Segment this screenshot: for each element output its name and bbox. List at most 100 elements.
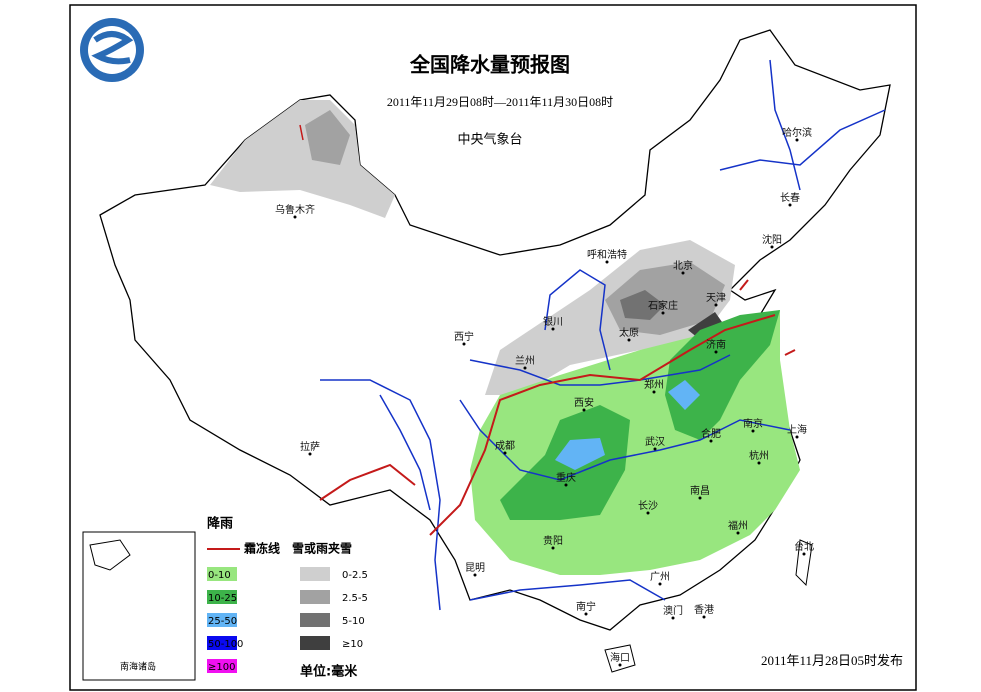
city-label: 长春	[780, 192, 800, 204]
legend-swatch	[207, 567, 237, 581]
city-label: 澳门	[663, 604, 683, 617]
legend-frost-line: 霜冻线	[243, 541, 280, 556]
city-label: 贵阳	[543, 534, 563, 547]
legend-swatch	[207, 590, 237, 604]
legend-swatch	[300, 567, 330, 581]
city-label: 海口	[610, 651, 630, 664]
legend-label: ≥100	[208, 662, 235, 673]
legend-label: 10-25	[208, 593, 237, 604]
legend-swatch	[300, 613, 330, 627]
city-dot	[308, 452, 312, 456]
city-dot	[698, 496, 702, 500]
city-dot	[627, 338, 631, 342]
city-dot	[795, 138, 799, 142]
city-label: 哈尔滨	[782, 126, 812, 139]
legend-swatch	[300, 590, 330, 604]
city-label: 呼和浩特	[587, 249, 627, 261]
city-label: 合肥	[701, 427, 721, 440]
city-dot	[551, 327, 555, 331]
city-dot	[523, 366, 527, 370]
legend-label: ≥10	[342, 639, 363, 650]
legend-swatch	[207, 659, 237, 673]
city-label: 天津	[706, 292, 726, 304]
city-dot	[671, 616, 675, 620]
city-dot	[503, 451, 507, 455]
city-label: 济南	[706, 338, 726, 351]
city-dot	[653, 447, 657, 451]
city-dot	[551, 546, 555, 550]
city-label: 上海	[787, 423, 807, 436]
frame	[69, 4, 917, 691]
city-dot	[605, 260, 609, 264]
city-label: 沈阳	[762, 233, 782, 246]
city-label: 太原	[619, 326, 639, 339]
city-dot	[584, 612, 588, 616]
city-dot	[582, 408, 586, 412]
taiwan	[795, 539, 813, 587]
city-label: 银川	[543, 315, 563, 328]
legend-rain-title: 降雨	[207, 516, 233, 532]
logo	[80, 18, 144, 82]
period: 2011年11月29日08时—2011年11月30日08时	[387, 95, 613, 109]
city-label: 南京	[743, 417, 763, 430]
inset-label: 南海诸岛	[120, 661, 156, 673]
city-label: 武汉	[645, 435, 665, 448]
city-label: 南宁	[576, 600, 596, 613]
issuer: 中央气象台	[457, 132, 522, 148]
city-dot	[788, 203, 792, 207]
legend-swatch	[207, 636, 237, 650]
city-dot	[618, 663, 622, 667]
city-dot	[293, 215, 297, 219]
city-dot	[646, 511, 650, 515]
legend-swatch	[300, 636, 330, 650]
city-label: 重庆	[556, 471, 576, 484]
city-dot	[564, 483, 568, 487]
city-dot	[736, 531, 740, 535]
inset: 南海诸岛	[82, 531, 196, 681]
city-dot	[714, 350, 718, 354]
legend-label: 50-100	[208, 639, 243, 650]
city-label: 台北	[794, 540, 814, 553]
city-label: 乌鲁木齐	[275, 203, 315, 216]
city-label: 长沙	[638, 500, 658, 512]
city-label: 杭州	[749, 449, 769, 462]
city-dot	[802, 552, 806, 556]
city-dot	[681, 271, 685, 275]
legend-swatch	[207, 613, 237, 627]
legend-label: 2.5-5	[342, 593, 368, 604]
city-dot	[473, 573, 477, 577]
map-title: 全国降水量预报图	[409, 53, 570, 77]
precip-areas	[210, 100, 800, 575]
city-label: 西宁	[454, 330, 474, 343]
hainan	[604, 644, 636, 673]
legend-label: 0-2.5	[342, 570, 368, 581]
city-dot	[658, 582, 662, 586]
legend-label: 25-50	[208, 616, 237, 627]
city-dot	[661, 311, 665, 315]
city-label: 福州	[728, 519, 748, 532]
legend-label: 0-10	[208, 570, 231, 581]
city-dot	[714, 303, 718, 307]
city-dot	[751, 429, 755, 433]
legend-snow-title: 雪或雨夹雪	[292, 541, 352, 556]
issued-time: 2011年11月28日05时发布	[761, 653, 903, 668]
city-label: 郑州	[644, 378, 664, 391]
city-label: 香港	[694, 604, 714, 616]
city-label: 昆明	[465, 562, 485, 574]
city-dot	[702, 615, 706, 619]
city-dot	[462, 342, 466, 346]
legend: 降雨 霜冻线 雪或雨夹雪 单位:毫米	[207, 516, 358, 680]
city-dot	[770, 245, 774, 249]
city-label: 广州	[650, 571, 670, 583]
city-label: 西安	[574, 396, 594, 409]
city-dot	[757, 461, 761, 465]
city-label: 南昌	[690, 484, 710, 497]
city-label: 成都	[495, 440, 515, 452]
legend-label: 5-10	[342, 616, 365, 627]
city-label: 石家庄	[648, 299, 678, 312]
city-dot	[652, 390, 656, 394]
city-dot	[709, 439, 713, 443]
frost-lines	[299, 124, 796, 536]
rivers	[320, 59, 886, 611]
